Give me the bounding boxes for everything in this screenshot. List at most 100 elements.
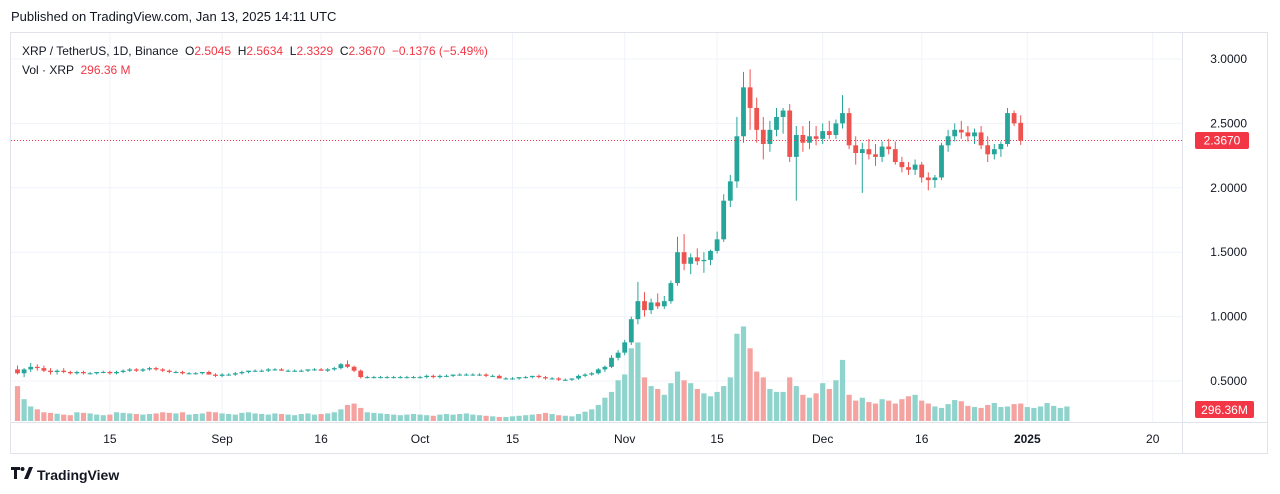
candle-body bbox=[998, 144, 1004, 150]
volume-bar bbox=[813, 393, 819, 421]
candle-body bbox=[503, 378, 509, 380]
volume-bar bbox=[1044, 402, 1050, 421]
candle bbox=[602, 365, 608, 372]
candle-body bbox=[305, 369, 311, 371]
candle bbox=[100, 370, 106, 374]
candle-body bbox=[298, 370, 304, 372]
volume-bar bbox=[298, 414, 304, 421]
volume-label[interactable]: Vol · XRP bbox=[22, 63, 74, 77]
candle bbox=[932, 174, 938, 188]
candle-body bbox=[384, 377, 390, 379]
volume-bar bbox=[219, 413, 225, 421]
volume-bar bbox=[318, 414, 324, 421]
candle-body bbox=[193, 373, 199, 375]
candle-body bbox=[536, 375, 542, 378]
candle bbox=[338, 362, 344, 370]
candle bbox=[21, 368, 27, 378]
volume-bar bbox=[945, 404, 951, 421]
volume-bar bbox=[463, 413, 469, 421]
candle-body bbox=[569, 378, 575, 380]
volume-bar bbox=[536, 414, 542, 421]
candle bbox=[166, 369, 172, 374]
volume-bar bbox=[358, 407, 364, 421]
candle-body bbox=[853, 145, 859, 154]
candle bbox=[906, 162, 911, 175]
candle bbox=[873, 144, 878, 166]
candle bbox=[840, 95, 845, 129]
candle bbox=[879, 141, 885, 163]
footer-brand[interactable]: TradingView bbox=[11, 466, 119, 484]
candle bbox=[140, 368, 146, 372]
candle-body bbox=[576, 375, 581, 379]
volume-bar bbox=[1051, 405, 1057, 421]
candle-body bbox=[54, 370, 60, 372]
candle-body bbox=[767, 129, 773, 145]
volume-bar bbox=[668, 383, 674, 421]
y-tick-label: 1.5000 bbox=[1210, 245, 1247, 259]
candle bbox=[61, 368, 67, 374]
volume-bar bbox=[925, 403, 931, 421]
candle bbox=[450, 374, 456, 378]
candle bbox=[807, 120, 812, 150]
volume-bar bbox=[193, 414, 199, 421]
candle-body bbox=[635, 301, 641, 320]
candle-body bbox=[774, 116, 779, 130]
candle bbox=[760, 116, 766, 160]
volume-bar bbox=[21, 399, 27, 421]
volume-tag: 296.36M bbox=[1195, 401, 1254, 418]
candle bbox=[774, 107, 779, 137]
candle-body bbox=[529, 375, 535, 378]
candle-body bbox=[1018, 122, 1024, 141]
candle bbox=[305, 369, 311, 372]
published-caption: Published on TradingView.com, Jan 13, 20… bbox=[11, 9, 337, 24]
candle bbox=[292, 369, 298, 372]
volume-bar bbox=[470, 414, 476, 421]
candle-body bbox=[523, 377, 529, 379]
candle-body bbox=[437, 375, 443, 378]
candle bbox=[127, 368, 133, 372]
volume-bar bbox=[1064, 406, 1070, 421]
volume-bar bbox=[589, 409, 595, 421]
candle bbox=[430, 374, 436, 379]
candle-body bbox=[477, 374, 482, 376]
candle-body bbox=[219, 374, 225, 376]
candle bbox=[417, 375, 423, 379]
volume-bar bbox=[965, 405, 971, 421]
candle-body bbox=[292, 370, 298, 372]
candle bbox=[721, 194, 727, 242]
candle bbox=[780, 107, 786, 134]
candle bbox=[285, 369, 291, 372]
volume-bar bbox=[384, 414, 390, 421]
candle bbox=[153, 366, 159, 371]
chart-frame[interactable] bbox=[10, 32, 1268, 454]
candle bbox=[899, 156, 905, 173]
volume-bar bbox=[853, 400, 859, 421]
candle-body bbox=[133, 369, 139, 371]
candle bbox=[965, 125, 971, 142]
volume-bar bbox=[806, 397, 813, 421]
candle-body bbox=[945, 136, 951, 146]
candle bbox=[378, 375, 383, 379]
candle bbox=[404, 375, 410, 379]
volume-bar bbox=[140, 414, 146, 421]
candle bbox=[866, 138, 872, 160]
symbol-label[interactable]: XRP / TetherUS, 1D, Binance bbox=[22, 44, 179, 58]
candle bbox=[81, 370, 86, 375]
volume-bar bbox=[978, 407, 984, 421]
candle-body bbox=[549, 378, 555, 380]
candle-body bbox=[694, 257, 700, 262]
price-axis: 3.0000 2.5000 2.0000 1.5000 1.0000 0.5000 bbox=[1210, 52, 1247, 388]
x-tick-label: 20 bbox=[1146, 432, 1160, 446]
candle-body bbox=[61, 370, 67, 372]
chart-grid bbox=[11, 33, 1267, 453]
candle bbox=[576, 374, 581, 380]
candle bbox=[437, 374, 443, 379]
volume-bar bbox=[793, 386, 799, 421]
candle bbox=[516, 377, 522, 380]
price-tag-box bbox=[1195, 132, 1249, 150]
volume-bar bbox=[443, 414, 450, 421]
candle bbox=[457, 373, 463, 376]
candle bbox=[397, 375, 403, 379]
volume-bar bbox=[1031, 407, 1037, 421]
